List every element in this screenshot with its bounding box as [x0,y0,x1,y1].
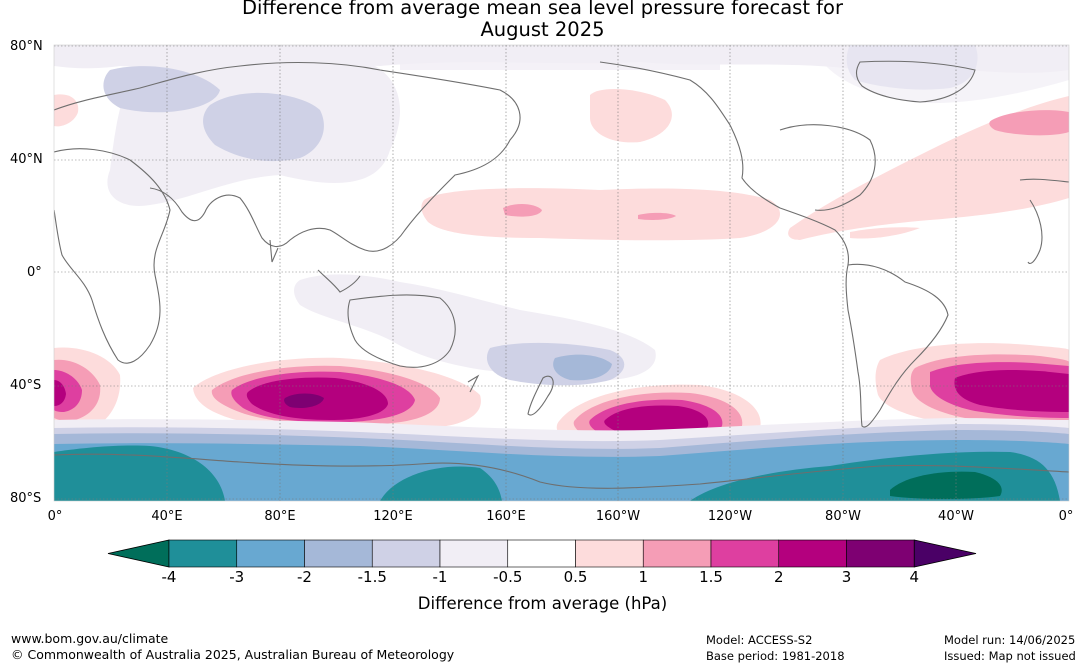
colorbar-tick-label: -1 [432,568,448,586]
colorbar-label: Difference from average (hPa) [417,594,668,613]
colorbar-segment [439,539,509,568]
colorbar-tick-label: 1 [638,568,649,586]
colorbar-segment [236,539,305,568]
lon-label-120w: 120°W [707,509,753,524]
footer-url: www.bom.gov.au/climate [11,631,169,646]
colorbar-segment [642,539,712,568]
lon-label-0-left: 0° [47,509,63,524]
lat-label-0: 0° [27,265,42,280]
lat-label-40n: 40°N [10,152,43,167]
map-frame [53,44,1070,502]
lon-label-120e: 120°E [373,509,413,524]
lon-label-40e: 40°E [151,509,183,524]
northern-negative-anomalies [54,45,1069,206]
colorbar-extend-high [913,539,977,568]
colorbar-segment [575,539,644,568]
map-title-line1: Difference from average mean sea level p… [242,0,843,19]
colorbar-tick-label: 4 [909,568,920,586]
lat-label-80n: 80°N [10,39,43,54]
colorbar-segment [710,539,780,568]
colorbar-segment [778,539,847,568]
colorbar-segment [371,539,441,568]
lat-label-80s: 80°S [10,491,42,506]
map-title-line2: August 2025 [480,18,605,41]
colorbar-tick-label: 2 [773,568,784,586]
graticule [54,45,1069,501]
footer-model: Model: ACCESS-S2 [706,633,813,647]
footer-model-run: Model run: 14/06/2025 [944,633,1076,647]
colorbar-extend-low [107,539,170,568]
footer-issued: Issued: Map not issued [944,649,1076,663]
lon-label-40w: 40°W [938,509,974,524]
lon-label-160e: 160°E [486,509,526,524]
colorbar-tick-label: 0.5 [563,568,588,586]
tropical-negative-anomalies [294,274,656,386]
colorbar-segment [168,539,238,568]
colorbar-tick-label: -1.5 [357,568,387,586]
colorbar-tick-label: -3 [229,568,245,586]
map-title: Difference from average mean sea level p… [0,0,1085,41]
footer-base-period: Base period: 1981-2018 [706,649,845,663]
lon-label-80e: 80°E [264,509,296,524]
colorbar-tick-label: 1.5 [699,568,723,586]
southern-positive-anomalies [54,343,1069,452]
colorbar [107,539,977,568]
lon-label-80w: 80°W [825,509,861,524]
colorbar-tick-label: -2 [297,568,312,586]
colorbar-tick-label: -4 [161,568,177,586]
lat-label-40s: 40°S [10,378,42,393]
lon-label-0-right: 0° [1058,509,1074,524]
colorbar-tick-label: -0.5 [493,568,523,586]
colorbar-tick-label: 3 [841,568,852,586]
antarctic-negative-anomalies [54,418,1069,501]
colorbar-segment [304,539,373,568]
footer-copyright: © Commonwealth of Australia 2025, Austra… [11,647,455,662]
colorbar-segment [846,539,915,568]
lon-label-160w: 160°W [595,509,641,524]
colorbar-segment [507,539,576,568]
northern-positive-anomalies [54,88,1069,241]
coastlines [54,60,1069,489]
